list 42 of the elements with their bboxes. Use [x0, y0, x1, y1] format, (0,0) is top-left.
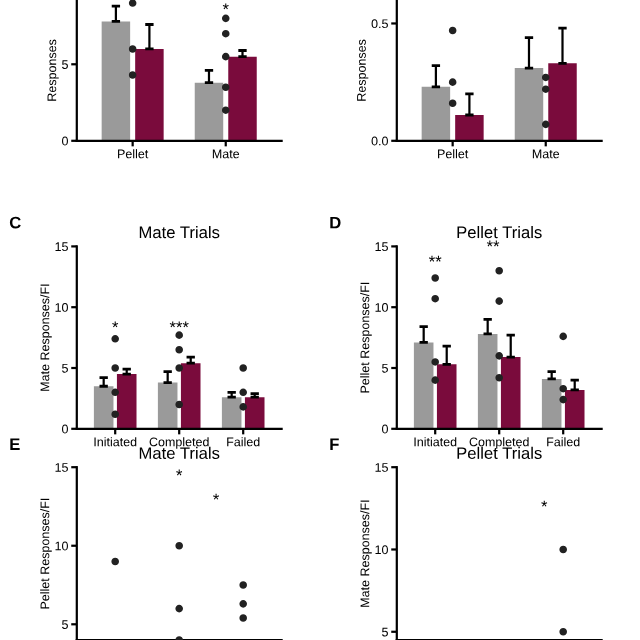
bar — [116, 374, 137, 429]
bar — [180, 363, 201, 429]
annotation: * — [176, 469, 183, 476]
point — [175, 541, 183, 550]
annotation: * — [541, 500, 548, 507]
point — [175, 604, 183, 613]
text: F — [330, 438, 339, 450]
point — [239, 600, 247, 608]
bar — [228, 56, 257, 141]
text: E — [10, 438, 20, 450]
bar — [477, 333, 498, 429]
bar — [564, 389, 585, 429]
bar — [157, 382, 178, 429]
chart-title: Pellet Trials — [457, 446, 542, 460]
point — [111, 557, 119, 566]
bar — [500, 357, 521, 429]
bar — [221, 397, 242, 429]
bar — [194, 82, 224, 141]
bar — [421, 86, 451, 141]
bar — [455, 114, 484, 141]
text: C — [9, 216, 21, 229]
annotation: * — [112, 321, 119, 328]
bar — [436, 364, 457, 429]
bar — [514, 68, 544, 141]
chart-title: Mate Trials — [139, 446, 220, 460]
annotation: * — [222, 3, 229, 10]
point — [239, 614, 247, 622]
text: D — [330, 216, 341, 229]
bar — [413, 342, 434, 429]
chart-title: Pellet Trials — [457, 225, 542, 239]
bar — [244, 397, 265, 429]
annotation: * — [213, 493, 220, 500]
bar — [541, 378, 562, 429]
bar — [93, 386, 114, 429]
bar — [548, 63, 577, 141]
bar — [135, 48, 164, 141]
annotation: *** — [169, 321, 189, 328]
point — [239, 581, 247, 589]
bar — [101, 21, 131, 141]
annotation: ** — [428, 255, 442, 262]
annotation: ** — [486, 240, 500, 247]
chart-title: Mate Trials — [139, 225, 220, 239]
